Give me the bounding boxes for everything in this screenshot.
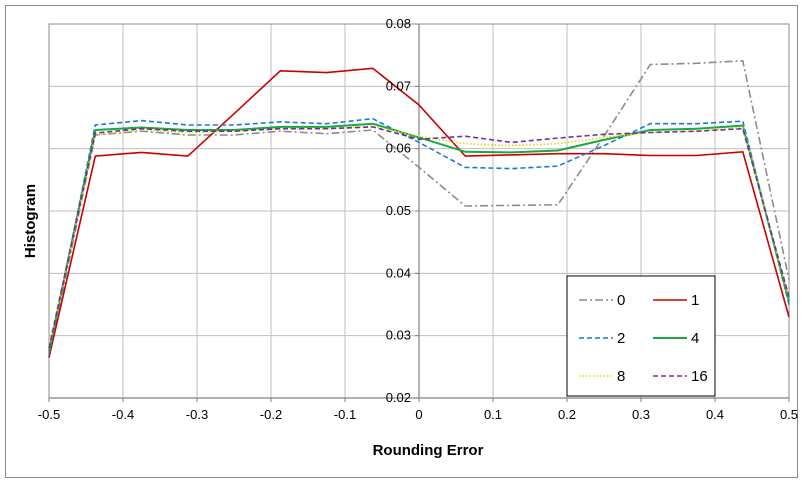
legend-label-4: 4 — [691, 330, 699, 347]
x-tick-label: -0.5 — [38, 407, 60, 422]
y-tick-label: 0.03 — [386, 328, 411, 343]
x-tick-labels: -0.5 -0.4 -0.3 -0.2 -0.1 0 0.1 0.2 0.3 0.4 0.5 — [38, 407, 798, 422]
legend-label-1: 1 — [691, 292, 699, 309]
y-tick-label: 0.06 — [386, 141, 411, 156]
x-tick-label: -0.1 — [334, 407, 356, 422]
x-tick-label: 0 — [415, 407, 422, 422]
x-tick-label: -0.3 — [186, 407, 208, 422]
x-tick-label: 0.4 — [706, 407, 724, 422]
x-tick-label: -0.4 — [112, 407, 134, 422]
axes — [48, 23, 790, 402]
line-chart: -0.5 -0.4 -0.3 -0.2 -0.1 0 0.1 0.2 0.3 0.4 0.5 0.0… — [22, 16, 798, 459]
legend-label-8: 8 — [617, 368, 625, 385]
legend: 0 1 2 4 8 16 — [566, 275, 716, 397]
x-tick-label: 0.3 — [632, 407, 650, 422]
y-tick-label: 0.05 — [386, 203, 411, 218]
legend-label-0: 0 — [617, 292, 625, 309]
y-axis-title: Histogram — [22, 184, 39, 258]
y-tick-label: 0.02 — [386, 390, 411, 405]
legend-box — [566, 275, 716, 397]
y-tick-label: 0.08 — [386, 16, 411, 31]
y-tick-label: 0.07 — [386, 78, 411, 93]
chart-frame: -0.5 -0.4 -0.3 -0.2 -0.1 0 0.1 0.2 0.3 0.4 0.5 0.0… — [5, 5, 798, 478]
legend-label-16: 16 — [691, 368, 708, 385]
series-line-0 — [48, 59, 790, 358]
y-tick-labels: 0.02 0.03 0.04 0.05 0.06 0.07 0.08 — [386, 16, 411, 405]
y-tick-label: 0.04 — [386, 265, 411, 280]
series-line-2 — [48, 117, 790, 355]
x-tick-label: -0.2 — [260, 407, 282, 422]
series-lines — [48, 59, 790, 358]
series-line-1 — [48, 67, 790, 358]
x-tick-label: 0.5 — [780, 407, 798, 422]
x-tick-label: 0.2 — [558, 407, 576, 422]
series-line-4 — [48, 122, 790, 352]
series-line-16 — [48, 126, 790, 349]
x-axis-title: Rounding Error — [373, 442, 484, 459]
legend-label-2: 2 — [617, 330, 625, 347]
x-tick-label: 0.1 — [484, 407, 502, 422]
